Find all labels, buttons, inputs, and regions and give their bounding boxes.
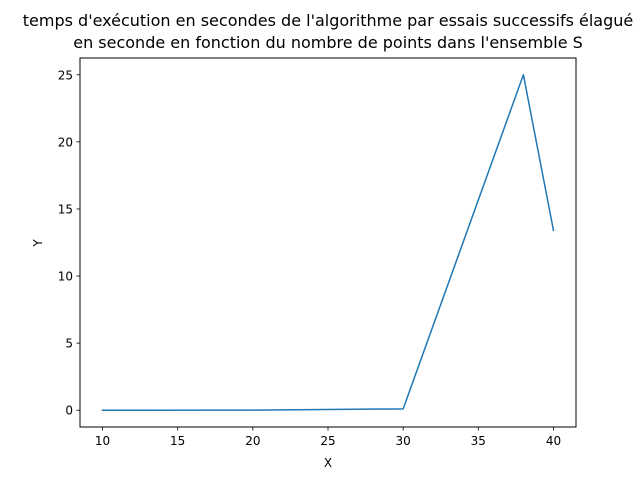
- chart-title-line-1: temps d'exécution en secondes de l'algor…: [23, 11, 634, 30]
- y-tick-label: 10: [58, 270, 73, 284]
- y-tick-label: 25: [58, 68, 73, 82]
- x-tick-label: 40: [546, 434, 561, 448]
- x-axis-ticks: 10 15 20 25 30 35 40: [95, 427, 561, 448]
- y-tick-label: 20: [58, 135, 73, 149]
- y-axis-label: Y: [31, 239, 45, 248]
- y-axis-ticks: 0 5 10 15 20 25: [58, 68, 80, 418]
- chart-title-line-2: en seconde en fonction du nombre de poin…: [73, 33, 583, 52]
- x-tick-label: 35: [471, 434, 486, 448]
- x-tick-label: 15: [170, 434, 185, 448]
- plot-layer: [101, 74, 555, 411]
- y-tick-label: 0: [65, 404, 73, 418]
- x-tick-label: 30: [396, 434, 411, 448]
- series-line-0: [101, 74, 555, 411]
- x-tick-label: 25: [320, 434, 335, 448]
- x-tick-label: 10: [95, 434, 110, 448]
- y-tick-label: 5: [65, 337, 73, 351]
- y-tick-label: 15: [58, 202, 73, 216]
- x-axis-label: X: [324, 456, 332, 470]
- x-tick-label: 20: [245, 434, 260, 448]
